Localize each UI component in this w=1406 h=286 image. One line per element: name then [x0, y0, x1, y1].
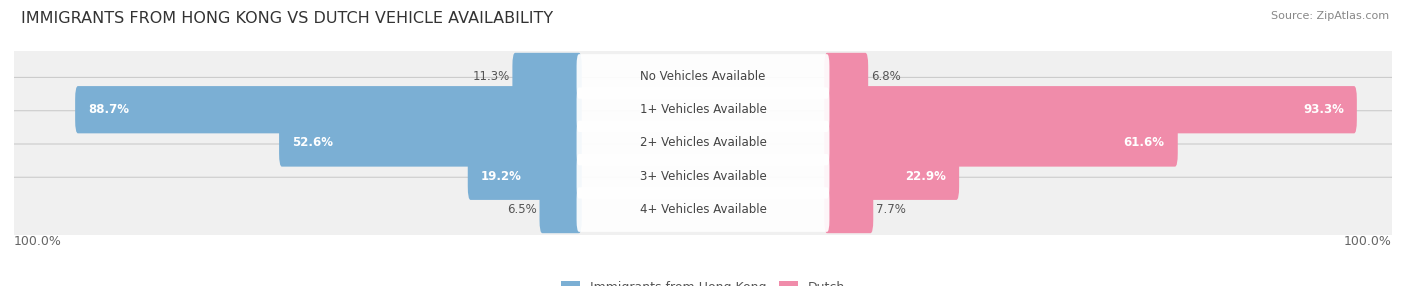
- FancyBboxPatch shape: [824, 53, 868, 100]
- Text: 7.7%: 7.7%: [876, 203, 905, 216]
- Text: IMMIGRANTS FROM HONG KONG VS DUTCH VEHICLE AVAILABILITY: IMMIGRANTS FROM HONG KONG VS DUTCH VEHIC…: [21, 11, 553, 26]
- Text: No Vehicles Available: No Vehicles Available: [640, 70, 766, 83]
- FancyBboxPatch shape: [11, 144, 1395, 208]
- Text: 6.5%: 6.5%: [508, 203, 537, 216]
- FancyBboxPatch shape: [278, 119, 582, 167]
- Text: 88.7%: 88.7%: [89, 103, 129, 116]
- Text: 61.6%: 61.6%: [1123, 136, 1164, 150]
- FancyBboxPatch shape: [576, 54, 830, 99]
- FancyBboxPatch shape: [75, 86, 582, 133]
- FancyBboxPatch shape: [11, 111, 1395, 175]
- FancyBboxPatch shape: [576, 88, 830, 132]
- Text: 6.8%: 6.8%: [870, 70, 901, 83]
- Text: 19.2%: 19.2%: [481, 170, 522, 183]
- Text: 11.3%: 11.3%: [472, 70, 509, 83]
- Text: 52.6%: 52.6%: [292, 136, 333, 150]
- Text: 100.0%: 100.0%: [14, 235, 62, 248]
- Text: 3+ Vehicles Available: 3+ Vehicles Available: [640, 170, 766, 183]
- FancyBboxPatch shape: [576, 187, 830, 232]
- FancyBboxPatch shape: [11, 177, 1395, 242]
- Text: 22.9%: 22.9%: [905, 170, 946, 183]
- Text: 93.3%: 93.3%: [1303, 103, 1344, 116]
- FancyBboxPatch shape: [824, 119, 1178, 167]
- FancyBboxPatch shape: [11, 44, 1395, 109]
- FancyBboxPatch shape: [540, 186, 582, 233]
- FancyBboxPatch shape: [824, 186, 873, 233]
- FancyBboxPatch shape: [512, 53, 582, 100]
- FancyBboxPatch shape: [824, 153, 959, 200]
- FancyBboxPatch shape: [11, 78, 1395, 142]
- Text: 2+ Vehicles Available: 2+ Vehicles Available: [640, 136, 766, 150]
- Text: 4+ Vehicles Available: 4+ Vehicles Available: [640, 203, 766, 216]
- FancyBboxPatch shape: [468, 153, 582, 200]
- FancyBboxPatch shape: [824, 86, 1357, 133]
- Text: 1+ Vehicles Available: 1+ Vehicles Available: [640, 103, 766, 116]
- FancyBboxPatch shape: [576, 154, 830, 198]
- FancyBboxPatch shape: [576, 121, 830, 165]
- Text: 100.0%: 100.0%: [1344, 235, 1392, 248]
- Legend: Immigrants from Hong Kong, Dutch: Immigrants from Hong Kong, Dutch: [561, 281, 845, 286]
- Text: Source: ZipAtlas.com: Source: ZipAtlas.com: [1271, 11, 1389, 21]
